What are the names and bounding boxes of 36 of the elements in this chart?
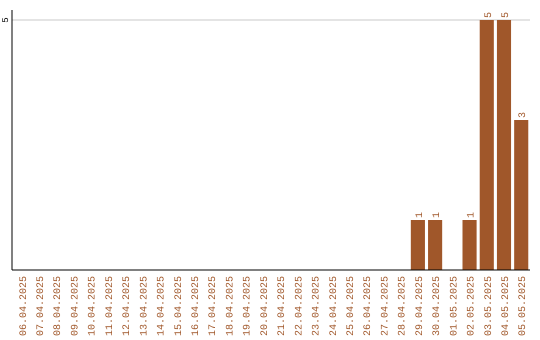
x-tick-label: 05.05.2025	[518, 276, 530, 336]
x-tick-label: 01.05.2025	[449, 276, 460, 336]
x-tick-label: 15.04.2025	[174, 276, 185, 336]
x-tick-label: 06.04.2025	[18, 276, 30, 336]
data-label: 1	[466, 212, 478, 218]
x-tick-label: 16.04.2025	[191, 276, 202, 336]
data-label: 5	[484, 12, 495, 18]
x-tick-label: 07.04.2025	[36, 276, 48, 336]
x-tick-label: 22.04.2025	[294, 276, 306, 336]
data-label: 3	[518, 112, 530, 118]
x-tick-label: 03.05.2025	[484, 276, 495, 336]
x-tick-label: 12.04.2025	[122, 276, 134, 336]
data-label: 1	[414, 212, 426, 218]
x-tick-label: 25.04.2025	[346, 276, 357, 336]
x-tick-label: 24.04.2025	[328, 276, 340, 336]
x-tick-label: 29.04.2025	[414, 276, 426, 336]
x-tick-label: 10.04.2025	[88, 276, 99, 336]
x-tick-label: 28.04.2025	[398, 276, 409, 336]
x-tick-label: 13.04.2025	[139, 276, 150, 336]
x-tick-label: 27.04.2025	[380, 276, 392, 336]
x-tick-label: 08.04.2025	[53, 276, 64, 336]
x-tick-label: 14.04.2025	[156, 276, 168, 336]
x-tick-label: 21.04.2025	[277, 276, 288, 336]
x-tick-label: 20.04.2025	[260, 276, 271, 336]
x-tick-label: 19.04.2025	[242, 276, 254, 336]
x-tick-label: 09.04.2025	[70, 276, 82, 336]
x-tick-label: 17.04.2025	[208, 276, 220, 336]
x-tick-label: 11.04.2025	[104, 276, 116, 336]
x-tick-label: 18.04.2025	[225, 276, 236, 336]
x-tick-label: 02.05.2025	[466, 276, 478, 336]
x-tick-label: 04.05.2025	[500, 276, 512, 336]
x-tick-label: 30.04.2025	[432, 276, 444, 336]
data-label: 1	[432, 212, 444, 218]
x-tick-label: 26.04.2025	[363, 276, 374, 336]
data-label: 5	[500, 12, 512, 18]
x-tick-label: 23.04.2025	[312, 276, 323, 336]
